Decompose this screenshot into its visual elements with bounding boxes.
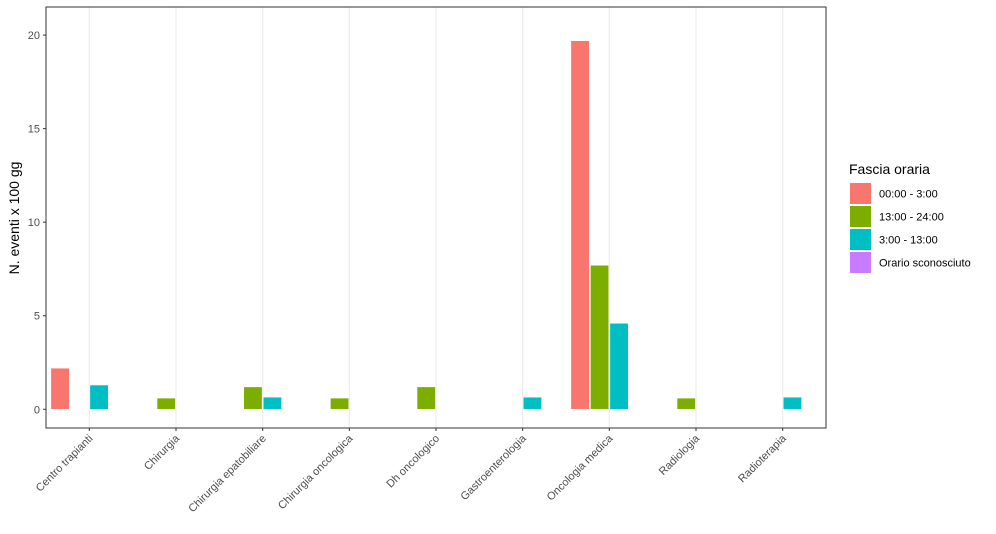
y-axis-title: N. eventi x 100 gg xyxy=(6,162,22,275)
y-tick-label: 10 xyxy=(28,217,40,229)
x-tick-label: Chirurgia oncologica xyxy=(276,432,356,512)
bar xyxy=(782,396,802,410)
x-tick-label: Gastroenterologia xyxy=(458,432,529,503)
y-tick-label: 0 xyxy=(34,404,40,416)
bar xyxy=(522,396,542,410)
bars-layer xyxy=(50,40,802,410)
x-tick-label: Centro trapianti xyxy=(34,433,96,495)
x-tick-label: Radiologia xyxy=(657,432,703,478)
y-tick-label: 20 xyxy=(28,30,40,42)
y-tick-label: 5 xyxy=(34,311,40,323)
legend-label: 00:00 - 3:00 xyxy=(879,189,938,201)
bar xyxy=(416,386,436,410)
bar xyxy=(590,264,610,410)
x-tick-label: Oncologia medica xyxy=(545,432,616,503)
bar xyxy=(609,322,629,410)
legend-key xyxy=(850,252,871,273)
y-tick-label: 15 xyxy=(28,124,40,136)
legend-key xyxy=(850,206,871,227)
bar xyxy=(262,396,282,410)
bar xyxy=(156,397,176,410)
x-tick-label: Radioterapia xyxy=(736,432,789,485)
legend-label: 3:00 - 13:00 xyxy=(879,235,938,247)
legend-label: Orario sconosciuto xyxy=(879,258,971,270)
bar xyxy=(676,397,696,410)
legend-key xyxy=(850,229,871,250)
legend-key xyxy=(850,183,871,204)
plot-panel xyxy=(45,6,827,429)
bar xyxy=(50,367,70,410)
bar xyxy=(330,397,350,410)
x-tick-label: Chirurgia epatobiliare xyxy=(186,433,268,515)
bar xyxy=(570,40,590,410)
x-tick-label: Dh oncologico xyxy=(384,433,442,491)
bar xyxy=(243,386,263,410)
bar xyxy=(89,384,109,410)
legend-title: Fascia oraria xyxy=(849,161,930,177)
x-tick-label: Chirurgia xyxy=(142,432,183,473)
x-axis: Centro trapianti Chirurgia Chirurgia epato… xyxy=(34,428,789,515)
legend-label: 13:00 - 24:00 xyxy=(879,212,944,224)
legend: Fascia oraria 00:00 - 3:00 13:00 - 24:00 3… xyxy=(849,161,971,273)
y-axis: 0 5 10 15 20 xyxy=(28,30,46,416)
